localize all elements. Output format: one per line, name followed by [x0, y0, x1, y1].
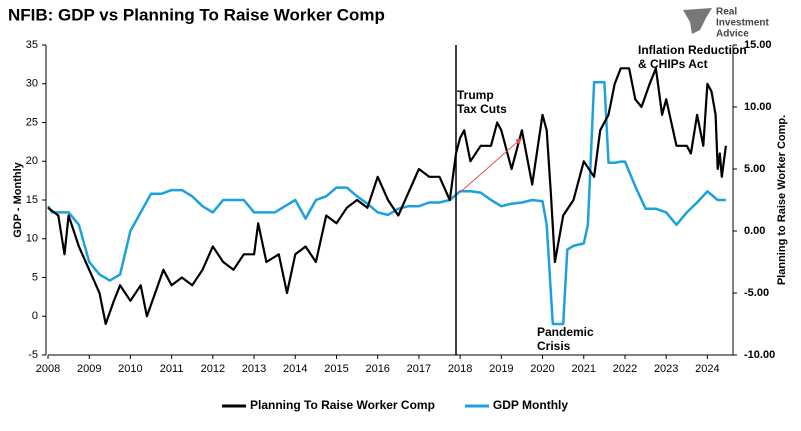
- y-axis-label: GDP - Monthly: [12, 161, 24, 237]
- y-tick-label: 5: [32, 271, 38, 283]
- annotation: Trump: [457, 88, 494, 102]
- x-tick-label: 2008: [36, 363, 60, 375]
- y2-axis-label: Planning to Raise Worker Comp.: [776, 115, 788, 285]
- logo: Real Investment Advice: [683, 7, 769, 40]
- y-tick-label: 20: [26, 155, 38, 167]
- legend-label: Planning To Raise Worker Comp: [250, 398, 435, 412]
- x-tick-label: 2019: [489, 363, 513, 375]
- annotation: & CHIPs Act: [638, 57, 708, 71]
- y-tick-label: 30: [26, 78, 38, 90]
- x-tick-label: 2014: [283, 363, 307, 375]
- x-tick-label: 2009: [77, 363, 101, 375]
- annotation: Crisis: [537, 339, 571, 353]
- series-line: [46, 80, 726, 326]
- y-tick-label: 15: [26, 194, 38, 206]
- x-tick-label: 2011: [160, 363, 184, 375]
- y2-tick-label: -10.00: [744, 349, 775, 361]
- arrow-head: [515, 138, 522, 145]
- x-tick-label: 2022: [613, 363, 637, 375]
- y-tick-label: -5: [28, 349, 38, 361]
- y2-tick-label: 10.00: [744, 101, 772, 113]
- logo-text: Real: [716, 7, 737, 18]
- logo-icon: [683, 8, 712, 34]
- annotation: Inflation Reduction: [638, 43, 747, 57]
- annotation: Pandemic: [537, 325, 594, 339]
- x-tick-label: 2024: [695, 363, 719, 375]
- x-tick-label: 2018: [448, 363, 472, 375]
- series-line: [47, 67, 727, 326]
- legend-label: GDP Monthly: [493, 398, 568, 412]
- x-tick-label: 2013: [242, 363, 266, 375]
- x-tick-label: 2023: [654, 363, 678, 375]
- y2-tick-label: 0.00: [744, 225, 765, 237]
- x-tick-label: 2020: [530, 363, 554, 375]
- annotation: Tax Cuts: [457, 102, 507, 116]
- x-tick-label: 2010: [118, 363, 142, 375]
- chart-title: NFIB: GDP vs Planning To Raise Worker Co…: [8, 5, 385, 24]
- y-tick-label: 25: [26, 116, 38, 128]
- y2-tick-label: 5.00: [744, 163, 765, 175]
- logo-text: Advice: [716, 29, 749, 40]
- arrow-line: [459, 137, 523, 193]
- x-tick-label: 2021: [572, 363, 596, 375]
- y-tick-label: 35: [26, 39, 38, 51]
- x-tick-label: 2016: [365, 363, 389, 375]
- y-tick-label: 10: [26, 233, 38, 245]
- x-tick-label: 2015: [324, 363, 348, 375]
- y-tick-label: 0: [32, 310, 38, 322]
- y2-tick-label: 15.00: [744, 39, 772, 51]
- y2-tick-label: -5.00: [744, 287, 769, 299]
- x-tick-label: 2017: [407, 363, 431, 375]
- x-tick-label: 2012: [201, 363, 225, 375]
- logo-text: Investment: [716, 18, 769, 29]
